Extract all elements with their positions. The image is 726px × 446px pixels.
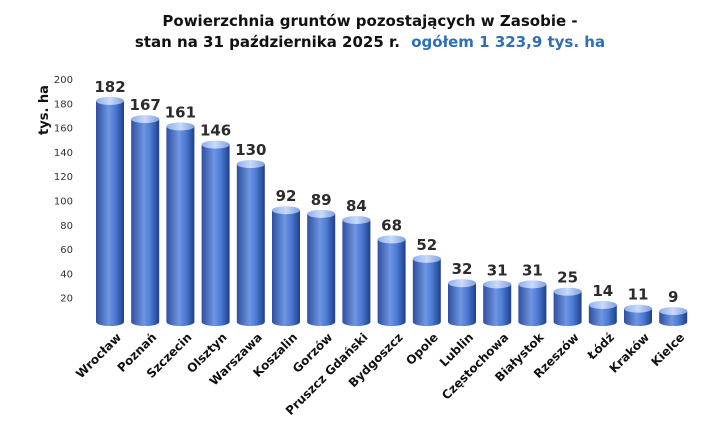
bar-value-label: 32 <box>452 260 473 278</box>
y-axis: 20 40 60 80 100 120 140 160 180 200 <box>54 75 73 305</box>
bar <box>342 215 371 326</box>
bar-value-label: 89 <box>311 191 332 209</box>
bar <box>166 122 195 326</box>
bar-top <box>131 115 160 124</box>
bar-body <box>96 100 124 327</box>
bar <box>518 280 547 326</box>
y-tick-label: 60 <box>60 245 73 256</box>
y-tick-label: 120 <box>54 172 73 183</box>
bar <box>272 206 300 326</box>
bar-value-label: 167 <box>130 96 161 114</box>
bar-value-label: 182 <box>94 78 125 96</box>
bar-value-label: 130 <box>235 141 266 159</box>
y-tick-label: 180 <box>54 99 73 110</box>
bar <box>201 140 230 326</box>
bar-body <box>553 291 582 326</box>
bar-body <box>342 219 371 326</box>
bar-body <box>448 283 476 326</box>
bar-value-label: 92 <box>276 187 297 205</box>
bar <box>588 300 617 326</box>
bar-top <box>201 140 230 149</box>
category-labels: WrocławPoznańSzczecinOlsztynWarszawaKosz… <box>73 330 687 418</box>
bar-body <box>483 284 512 326</box>
bar-top <box>412 254 441 263</box>
bar-top <box>518 280 547 289</box>
bar <box>307 209 336 326</box>
chart-title-date: stan na 31 października 2025 r. <box>135 33 400 51</box>
bar-value-label: 68 <box>381 216 402 234</box>
y-tick-label: 80 <box>60 221 73 232</box>
bar-top <box>624 304 652 313</box>
bar <box>624 304 652 326</box>
bar-value-label: 161 <box>165 103 196 121</box>
bar-value-label: 84 <box>346 197 367 215</box>
bar-top <box>166 122 195 131</box>
bar <box>553 287 582 326</box>
y-axis-label: tys. ha <box>37 85 52 135</box>
y-tick-label: 200 <box>54 75 73 86</box>
chart-title-total: ogółem 1 323,9 tys. ha <box>411 33 605 51</box>
bar-body <box>272 210 300 326</box>
bar-value-label: 52 <box>416 236 437 254</box>
bar <box>236 160 265 326</box>
bar-body <box>236 164 265 326</box>
bar-value-label: 9 <box>668 288 678 306</box>
bar-body <box>131 119 160 326</box>
bar-top <box>588 300 617 309</box>
bar-value-label: 31 <box>522 261 543 279</box>
bar-body <box>518 284 547 326</box>
bar-value-label: 31 <box>487 261 508 279</box>
bar-top <box>342 215 371 224</box>
bar <box>412 254 441 326</box>
bar <box>483 280 512 326</box>
category-label: Opole <box>403 330 441 368</box>
bar-body <box>377 239 406 326</box>
chart-title-line2: stan na 31 października 2025 r. ogółem 1… <box>135 33 605 51</box>
bar-top <box>483 280 512 289</box>
bar-top <box>236 160 265 169</box>
bar-value-label: 25 <box>557 269 578 287</box>
y-tick-label: 160 <box>54 124 73 135</box>
chart-title-line1: Powierzchnia gruntów pozostających w Zas… <box>162 12 577 30</box>
bars <box>96 96 688 327</box>
bar-body <box>201 144 230 326</box>
bar-top <box>272 206 300 215</box>
bar <box>448 279 476 326</box>
bar-body <box>659 311 688 326</box>
bar-value-label: 14 <box>592 282 613 300</box>
bar-body <box>307 213 336 326</box>
category-label: Kielce <box>648 330 687 369</box>
bar <box>131 115 160 326</box>
bar-body <box>624 308 652 326</box>
bar <box>377 235 406 326</box>
category-label: Wrocław <box>73 330 124 381</box>
y-tick-label: 100 <box>54 197 73 208</box>
bar-top <box>448 279 476 288</box>
bar-top <box>307 209 336 218</box>
bar-top <box>96 96 124 105</box>
bar-value-label: 146 <box>200 122 231 140</box>
category-label: Łódź <box>584 330 617 363</box>
bar-body <box>166 126 195 326</box>
y-tick-label: 20 <box>60 294 73 305</box>
bar-top <box>659 307 688 316</box>
bar-value-label: 11 <box>628 286 649 304</box>
bar-top <box>553 287 582 296</box>
bar-top <box>377 235 406 244</box>
bar-body <box>412 258 441 326</box>
y-tick-label: 140 <box>54 148 73 159</box>
bar <box>659 307 688 326</box>
bar <box>96 96 124 327</box>
y-tick-label: 40 <box>60 269 73 280</box>
bar-body <box>588 304 617 326</box>
